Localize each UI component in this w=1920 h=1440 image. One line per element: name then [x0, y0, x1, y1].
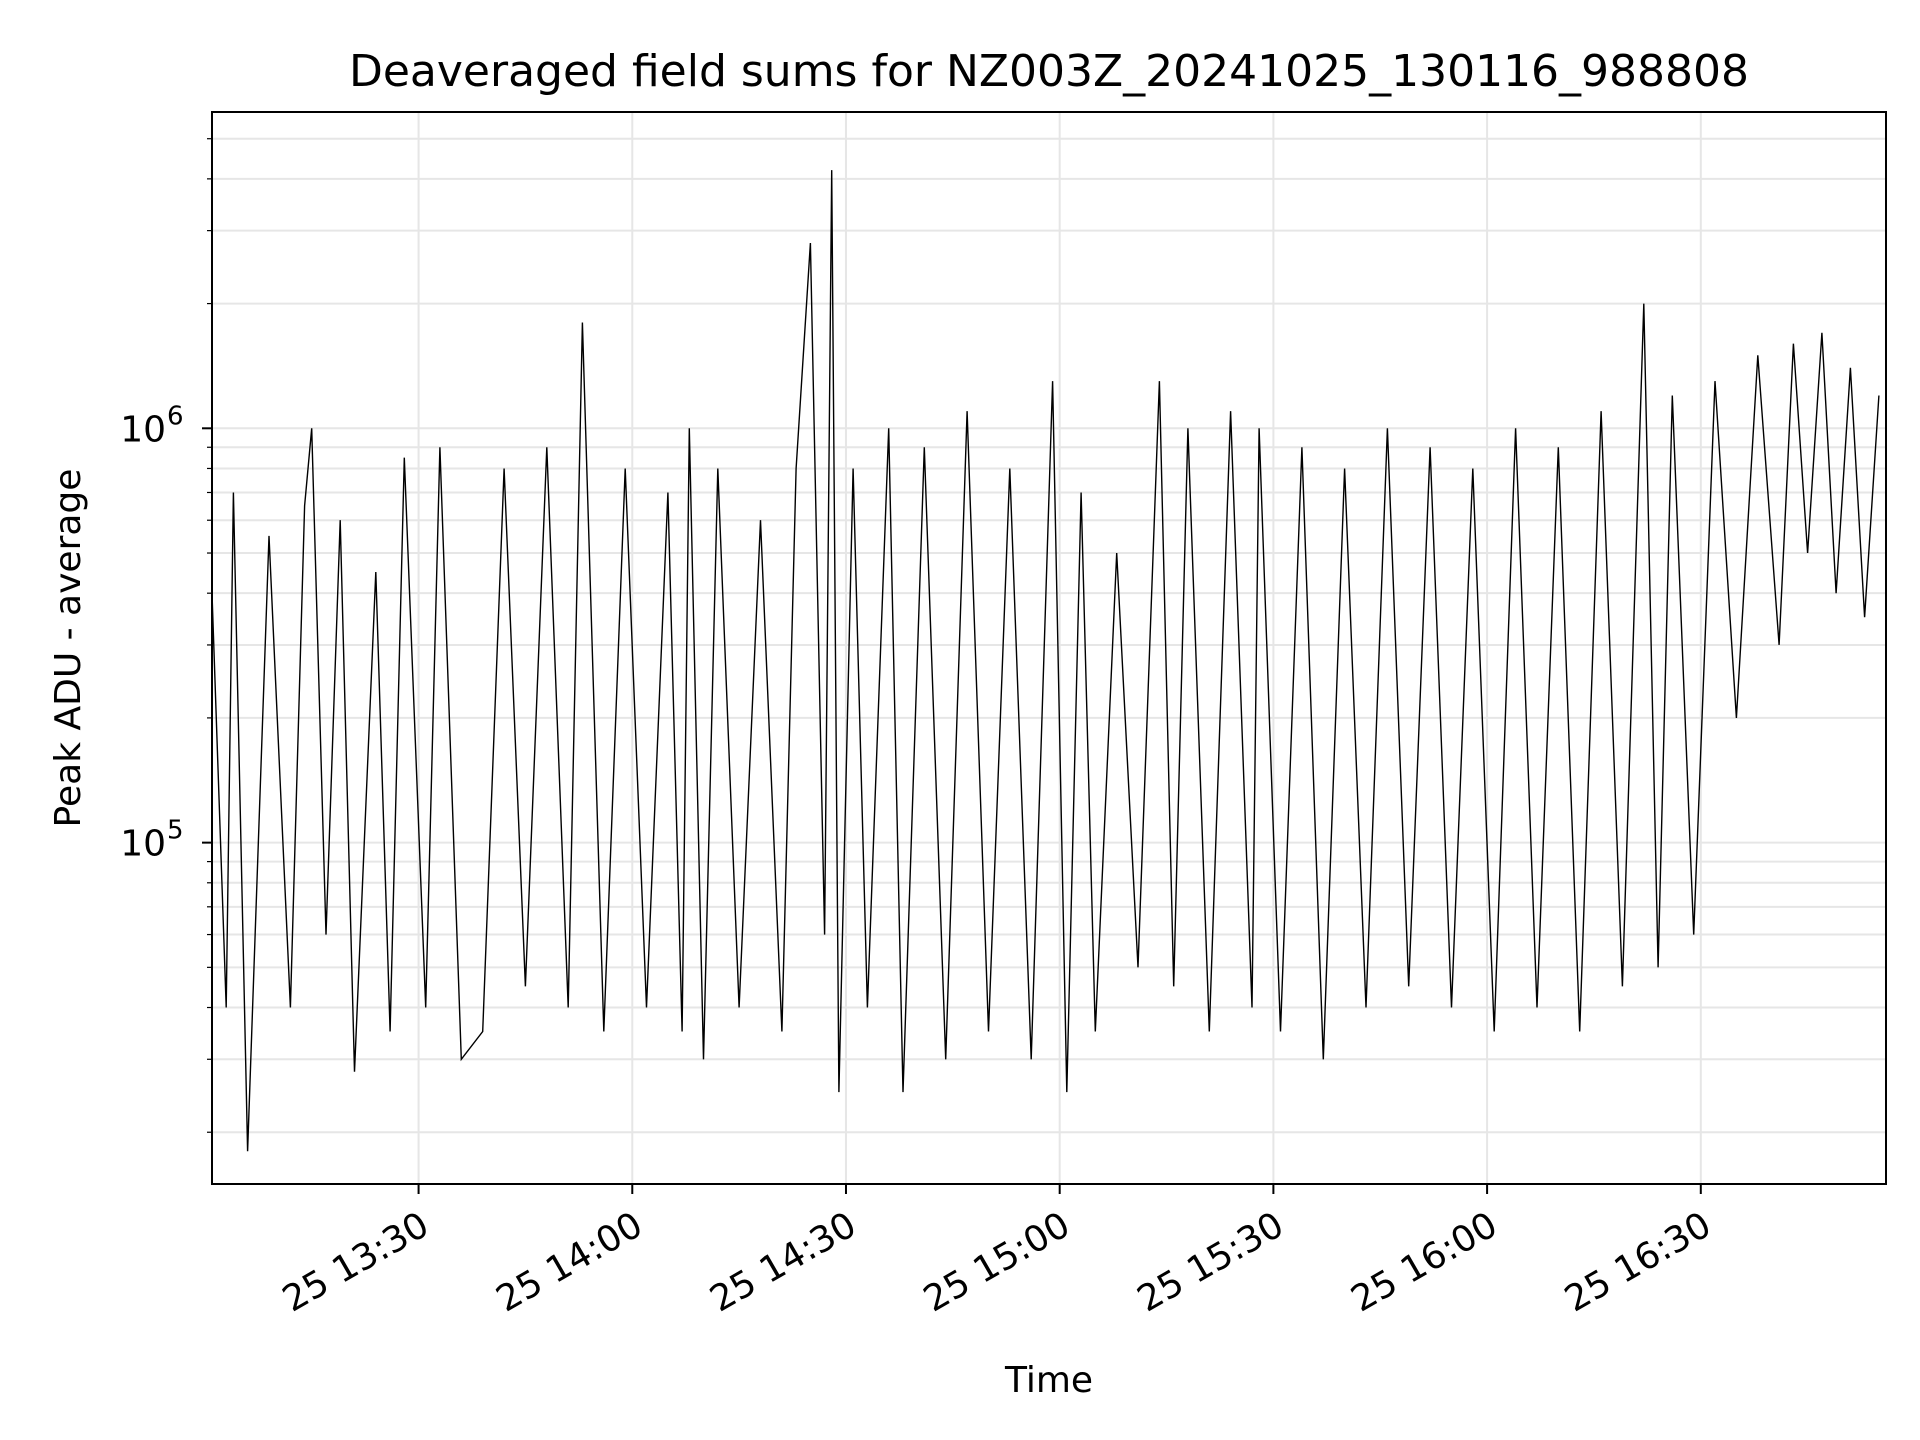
- y-tick-exponent: 5: [167, 816, 184, 846]
- tick-layer: 10 510 625 13:30 25 14:00 25 14:30 25 15:00 25…: [120, 138, 1718, 1320]
- plot-frame: [211, 111, 1887, 1185]
- x-axis-label: Time: [1004, 1360, 1093, 1401]
- series-line: [211, 170, 1880, 1152]
- grid-layer: [212, 112, 1886, 1184]
- x-tick-label: 25 14:30: [703, 1204, 863, 1320]
- chart-title: Deaveraged field sums for NZ003Z_2024102…: [349, 46, 1749, 97]
- y-tick-label: 10: [120, 824, 166, 865]
- y-tick-exponent: 6: [167, 401, 184, 431]
- x-tick-label: 25 16:30: [1558, 1204, 1718, 1320]
- y-axis-label: Peak ADU - average: [48, 469, 89, 828]
- y-tick-label: 10: [120, 409, 166, 450]
- x-tick-label: 25 13:30: [276, 1204, 436, 1320]
- x-tick-label: 25 15:00: [917, 1204, 1077, 1320]
- x-tick-label: 25 16:00: [1344, 1204, 1504, 1320]
- x-tick-label: 25 15:30: [1131, 1204, 1291, 1320]
- x-tick-label: 25 14:00: [490, 1204, 650, 1320]
